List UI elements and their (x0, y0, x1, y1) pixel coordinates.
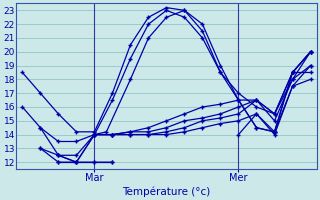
X-axis label: Température (°c): Température (°c) (122, 186, 211, 197)
